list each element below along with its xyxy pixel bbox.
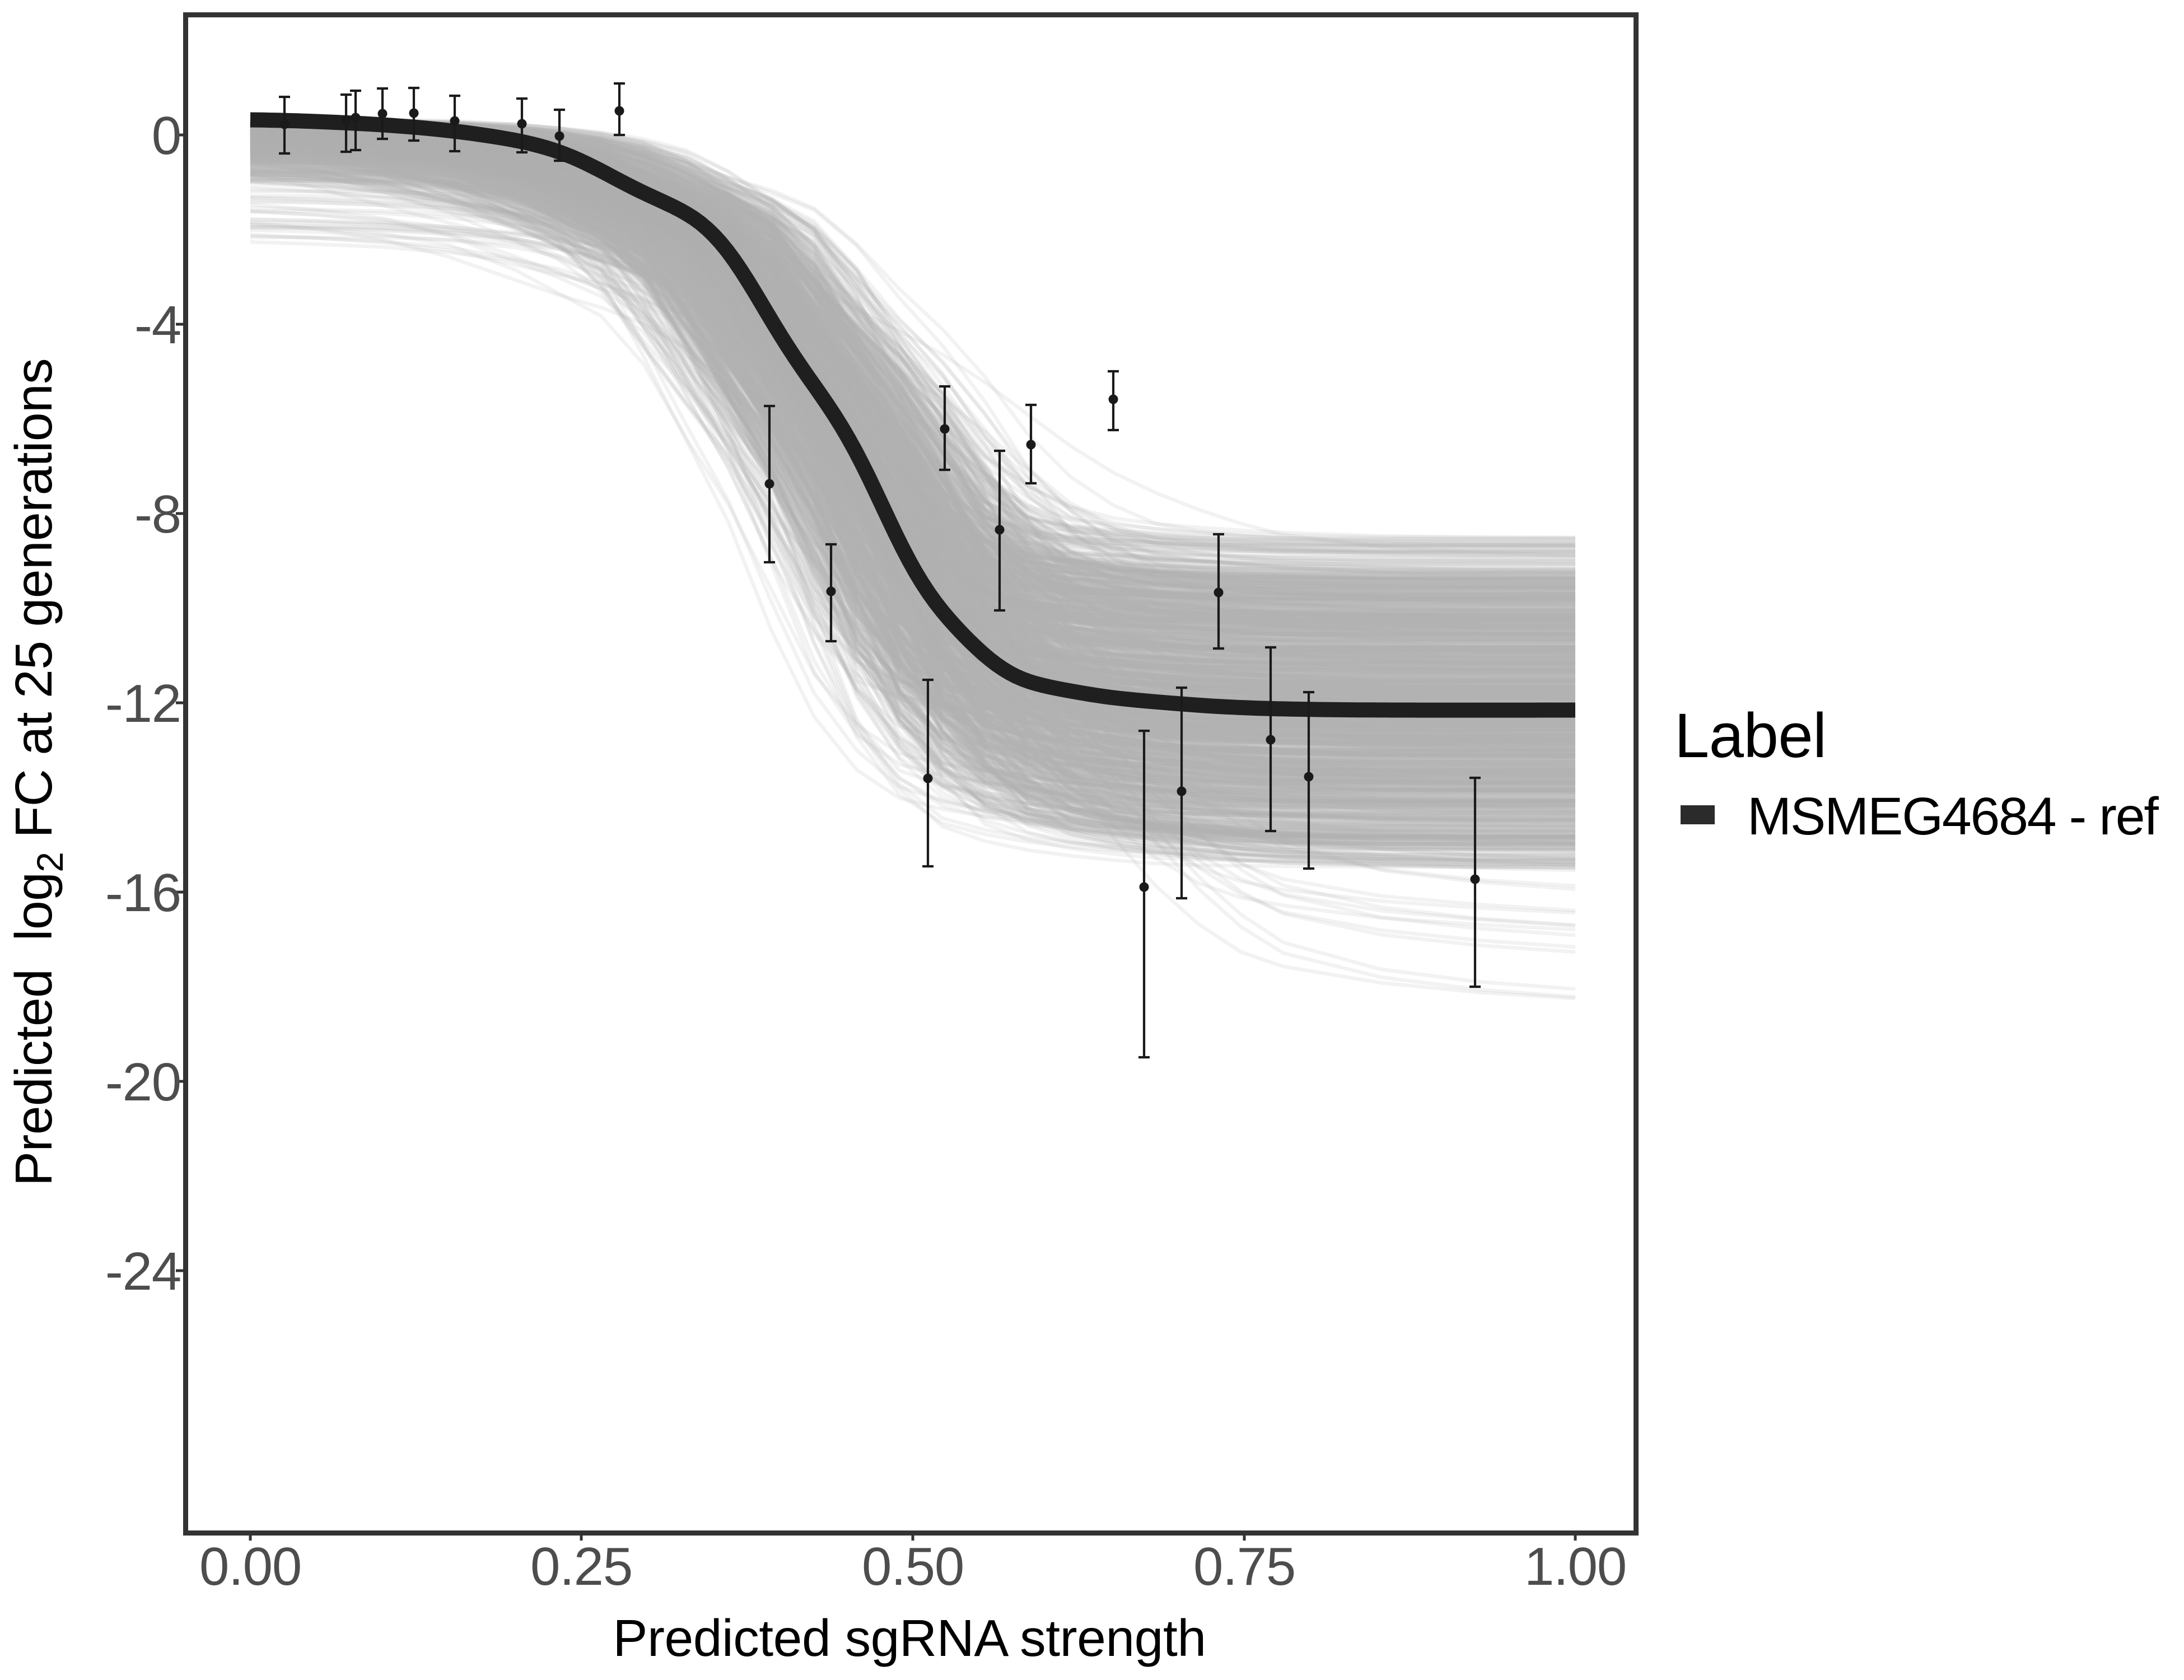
- svg-text:-4: -4: [134, 295, 181, 355]
- svg-text:-24: -24: [105, 1242, 181, 1301]
- svg-text:-8: -8: [134, 484, 181, 544]
- svg-text:Label: Label: [1674, 701, 1827, 771]
- svg-text:0.25: 0.25: [530, 1537, 632, 1597]
- svg-text:0.75: 0.75: [1193, 1537, 1295, 1597]
- svg-text:MSMEG4684 - ref: MSMEG4684 - ref: [1747, 787, 2159, 846]
- svg-text:Predicted sgRNA strength: Predicted sgRNA strength: [613, 1609, 1206, 1667]
- svg-text:0.00: 0.00: [199, 1537, 301, 1597]
- svg-text:Predicted log2 FC at 25 gener: Predicted log2 FC at 25 generations: [4, 358, 71, 1186]
- svg-text:-20: -20: [105, 1052, 181, 1112]
- svg-text:-16: -16: [105, 863, 181, 923]
- svg-text:-12: -12: [105, 674, 181, 734]
- svg-text:1.00: 1.00: [1524, 1537, 1626, 1597]
- svg-text:0.50: 0.50: [862, 1537, 964, 1597]
- svg-text:0: 0: [152, 106, 181, 166]
